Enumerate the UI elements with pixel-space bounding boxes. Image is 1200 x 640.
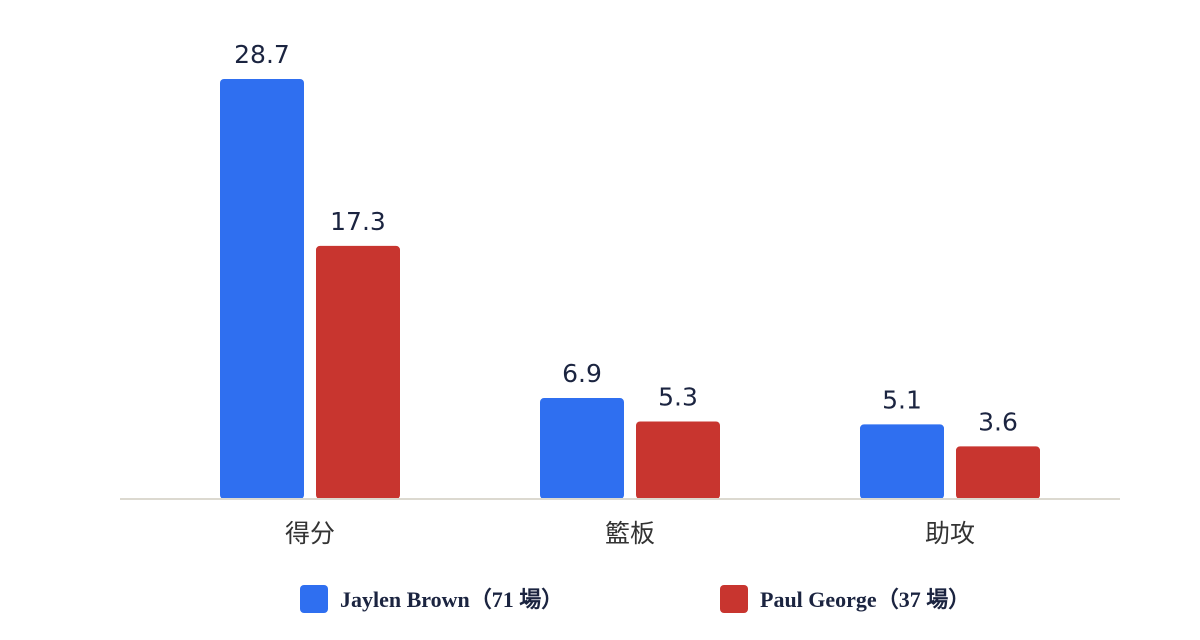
value-label: 6.9 (562, 359, 602, 388)
bar (860, 424, 944, 499)
x-tick-label: 得分 (285, 519, 335, 548)
value-label: 5.1 (882, 385, 922, 414)
bar (636, 421, 720, 499)
value-label: 5.3 (658, 382, 698, 411)
legend-label: Jaylen Brown（71 場） (340, 587, 563, 612)
legend-label: Paul George（37 場） (760, 587, 970, 612)
bar (956, 446, 1040, 499)
x-tick-label: 助攻 (925, 519, 975, 548)
x-tick-label: 籃板 (605, 519, 655, 548)
value-label: 17.3 (330, 207, 386, 236)
value-label: 3.6 (978, 407, 1018, 436)
legend-swatch (720, 585, 748, 613)
bar (540, 398, 624, 499)
value-label: 28.7 (234, 40, 290, 69)
bar (316, 245, 400, 499)
bar (220, 79, 304, 499)
legend-swatch (300, 585, 328, 613)
